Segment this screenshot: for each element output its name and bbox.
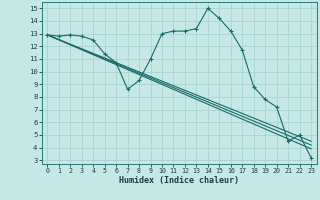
X-axis label: Humidex (Indice chaleur): Humidex (Indice chaleur) bbox=[119, 176, 239, 185]
